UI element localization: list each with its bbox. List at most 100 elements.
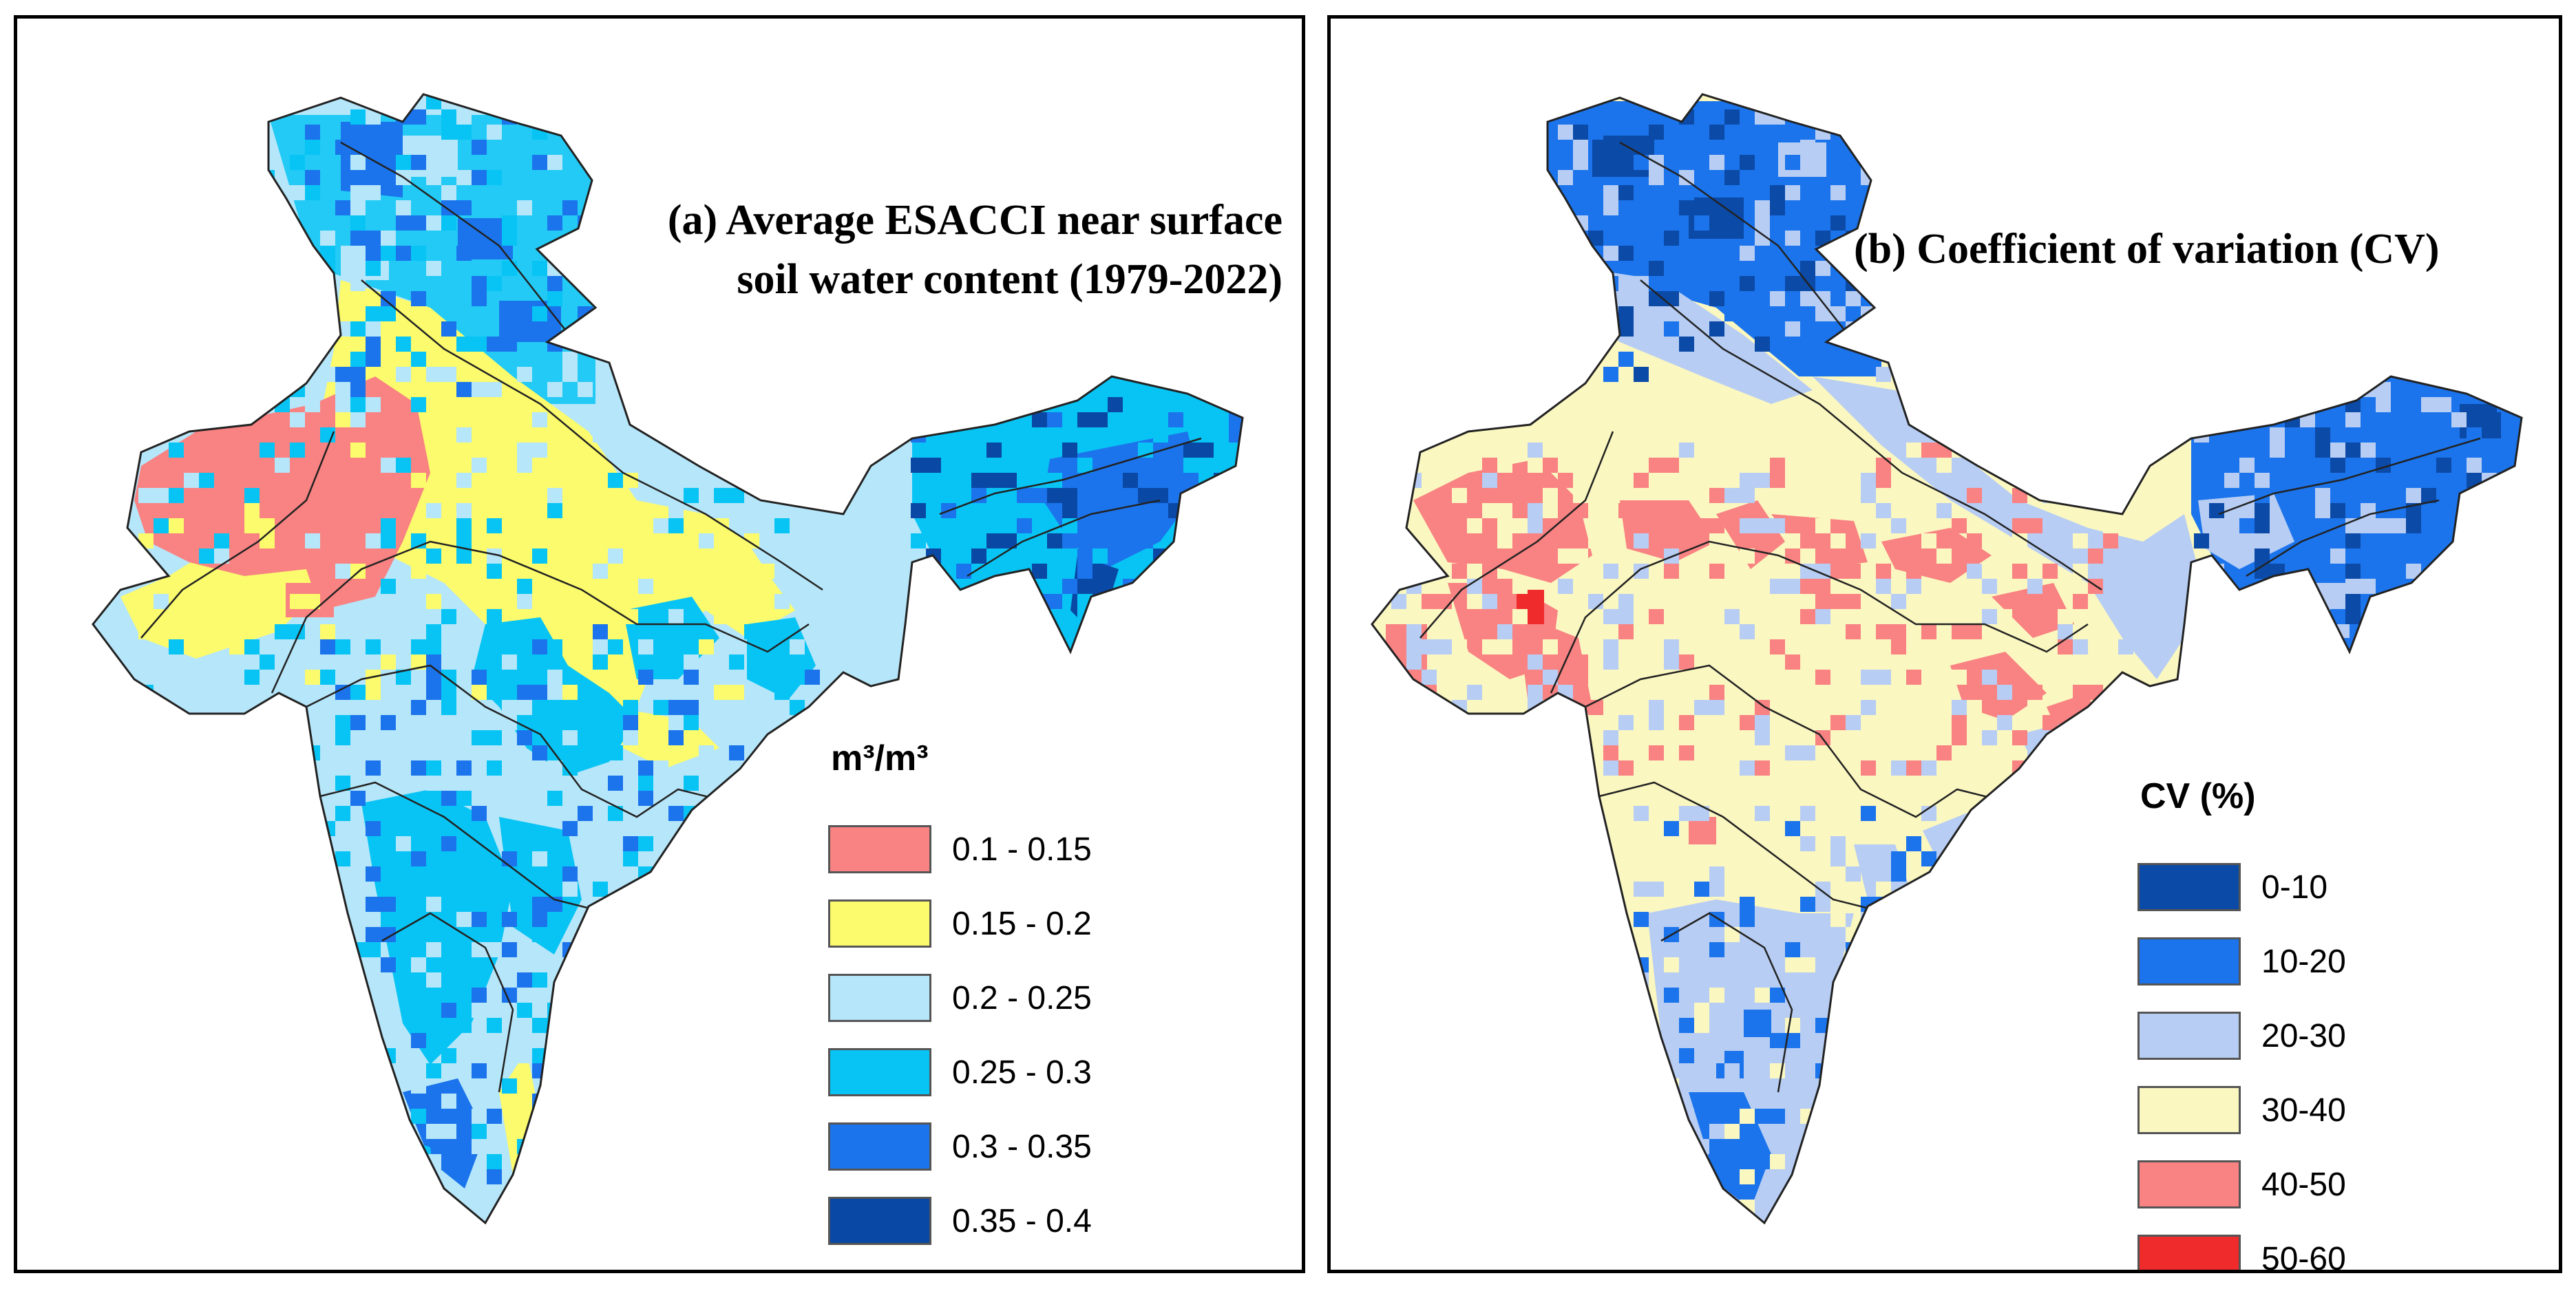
legend-b-swatch <box>2137 1160 2241 1208</box>
raster-cell <box>1785 942 1800 957</box>
raster-cell <box>790 700 805 715</box>
raster-cell <box>305 806 320 821</box>
raster-cell <box>169 488 184 503</box>
raster-cell <box>381 715 396 730</box>
raster-cell <box>774 458 790 473</box>
raster-cell <box>1694 882 1709 897</box>
raster-cell <box>1755 518 1770 533</box>
raster-cell <box>1214 579 1229 594</box>
raster-cell <box>2406 564 2421 579</box>
raster-cell <box>1876 1200 1891 1215</box>
raster-cell <box>532 1184 547 1200</box>
raster-cell <box>1952 700 1967 715</box>
raster-cell <box>1634 533 1649 548</box>
raster-cell <box>1603 730 1618 745</box>
raster-cell <box>1921 1184 1936 1200</box>
raster-cell <box>381 1094 396 1109</box>
raster-cell <box>1861 1124 1876 1139</box>
raster-cell <box>426 1063 441 1078</box>
raster-cell <box>638 1094 653 1109</box>
raster-cell <box>1770 518 1785 533</box>
raster-cell <box>1724 594 1740 609</box>
raster-cell <box>335 321 350 337</box>
raster-cell <box>1199 594 1214 609</box>
raster-cell <box>1709 321 1724 337</box>
raster-cell <box>1815 882 1830 897</box>
raster-cell <box>1815 579 1830 594</box>
raster-cell <box>1785 533 1800 548</box>
raster-cell <box>1618 503 1634 518</box>
raster-cell <box>2482 533 2497 548</box>
raster-cell <box>1017 503 1032 518</box>
raster-cell <box>320 624 335 639</box>
raster-cell <box>1558 352 1573 367</box>
raster-cell <box>411 866 426 882</box>
legend-a-swatch <box>828 1122 931 1171</box>
raster-cell <box>668 518 684 533</box>
raster-cell <box>517 700 532 715</box>
raster-cell <box>653 882 668 897</box>
raster-cell <box>1108 518 1123 533</box>
raster-cell <box>684 670 699 685</box>
raster-cell <box>517 972 532 988</box>
raster-cell <box>1755 337 1770 352</box>
raster-cell <box>517 458 532 473</box>
raster-cell <box>926 624 941 639</box>
raster-cell <box>547 215 562 231</box>
raster-cell <box>1664 170 1679 185</box>
raster-cell <box>1921 443 1936 458</box>
raster-cell <box>2376 594 2391 609</box>
raster-cell <box>472 382 487 397</box>
raster-cell <box>366 170 381 185</box>
raster-cell <box>487 276 502 291</box>
raster-cell <box>2482 518 2497 533</box>
raster-cell <box>699 745 714 760</box>
raster-cell <box>1740 518 1755 533</box>
raster-cell <box>1512 730 1528 745</box>
raster-cell <box>1123 397 1138 412</box>
raster-cell <box>2042 564 2058 579</box>
raster-cell <box>350 321 366 337</box>
raster-cell <box>1603 654 1618 670</box>
raster-cell <box>1573 155 1588 170</box>
raster-cell <box>1437 760 1452 776</box>
raster-cell <box>1800 957 1815 972</box>
raster-cell <box>1649 1200 1664 1215</box>
raster-cell <box>1588 306 1603 321</box>
raster-cell <box>1952 1033 1967 1048</box>
raster-cell <box>911 533 926 548</box>
raster-cell <box>456 760 472 776</box>
raster-cell <box>578 1109 593 1124</box>
raster-cell <box>562 1169 578 1184</box>
raster-cell <box>623 988 638 1003</box>
raster-cell <box>366 760 381 776</box>
raster-cell <box>1952 730 1967 745</box>
raster-cell <box>1830 851 1846 866</box>
raster-cell <box>1755 473 1770 488</box>
raster-cell <box>2391 427 2406 443</box>
raster-cell <box>350 685 366 700</box>
raster-cell <box>426 1094 441 1109</box>
raster-cell <box>2345 443 2361 458</box>
raster-cell <box>426 670 441 685</box>
raster-cell <box>1679 806 1694 821</box>
raster-cell <box>1709 988 1724 1003</box>
raster-cell <box>1077 397 1092 412</box>
raster-cell <box>1603 639 1618 654</box>
raster-cell <box>1123 473 1138 488</box>
raster-cell <box>1634 806 1649 821</box>
raster-cell <box>411 397 426 412</box>
raster-cell <box>744 776 759 791</box>
raster-cell <box>2391 609 2406 624</box>
raster-cell <box>1830 639 1846 654</box>
raster-cell <box>1755 200 1770 215</box>
raster-cell <box>744 897 759 912</box>
raster-cell <box>668 609 684 624</box>
raster-cell <box>593 261 608 276</box>
raster-cell <box>1830 185 1846 200</box>
raster-cell <box>1952 882 1967 897</box>
raster-cell <box>638 670 653 685</box>
raster-cell <box>290 594 305 609</box>
raster-cell <box>426 776 441 791</box>
raster-cell <box>1062 579 1077 594</box>
